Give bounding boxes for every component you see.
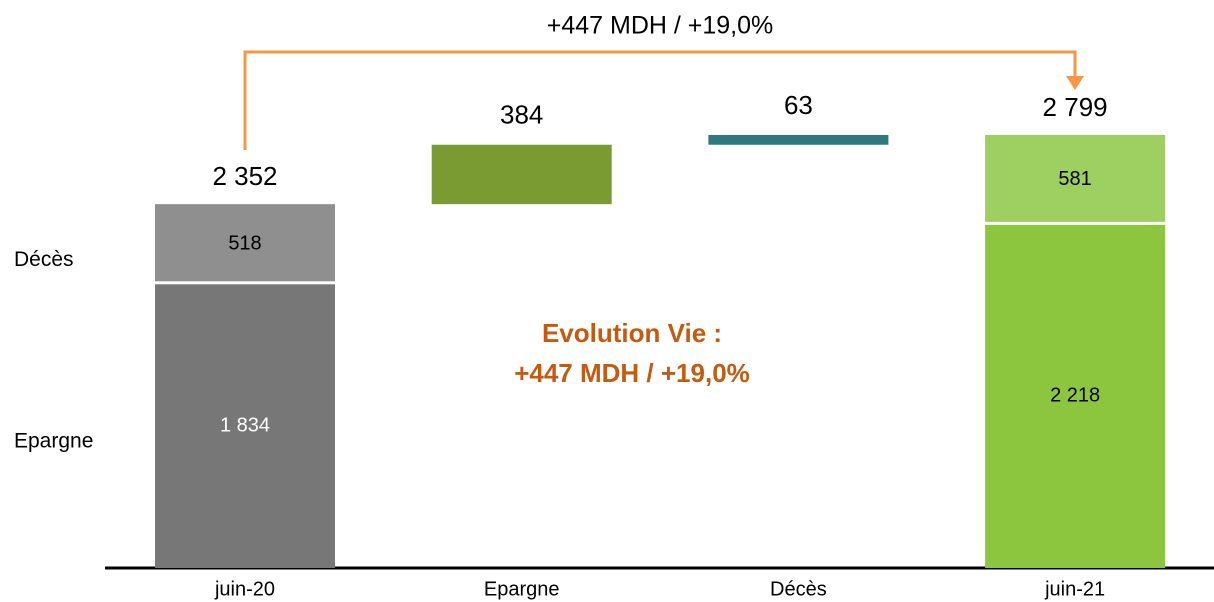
value-label: 1 834 <box>220 414 270 436</box>
x-tick-label: Epargne <box>484 578 560 600</box>
annotation: Evolution Vie : <box>542 318 722 348</box>
total-label: 2 799 <box>1043 92 1108 122</box>
x-tick-label: juin-21 <box>1044 578 1105 600</box>
x-tick-label: Décès <box>770 578 827 600</box>
annotation: +447 MDH / +19,0% <box>514 358 750 388</box>
chart-title: +447 MDH / +19,0% <box>547 12 774 40</box>
value-label: 63 <box>784 90 813 120</box>
bar-segment <box>985 224 1166 569</box>
total-label: 2 352 <box>212 161 277 191</box>
bar-segment <box>155 204 335 282</box>
bar-segment <box>985 135 1166 222</box>
legend-label: Décès <box>14 248 74 271</box>
evolution-arrow <box>243 50 1077 150</box>
value-label: 518 <box>228 232 261 254</box>
x-tick-label: juin-20 <box>214 578 275 600</box>
bar-segment <box>155 284 335 568</box>
arrow-head <box>1066 76 1084 90</box>
value-label: 581 <box>1058 168 1091 190</box>
legend-label: Epargne <box>14 430 93 453</box>
value-label: 384 <box>500 100 543 130</box>
bar-segment <box>708 135 889 145</box>
bar-segment <box>431 144 612 205</box>
value-label: 2 218 <box>1050 385 1100 407</box>
